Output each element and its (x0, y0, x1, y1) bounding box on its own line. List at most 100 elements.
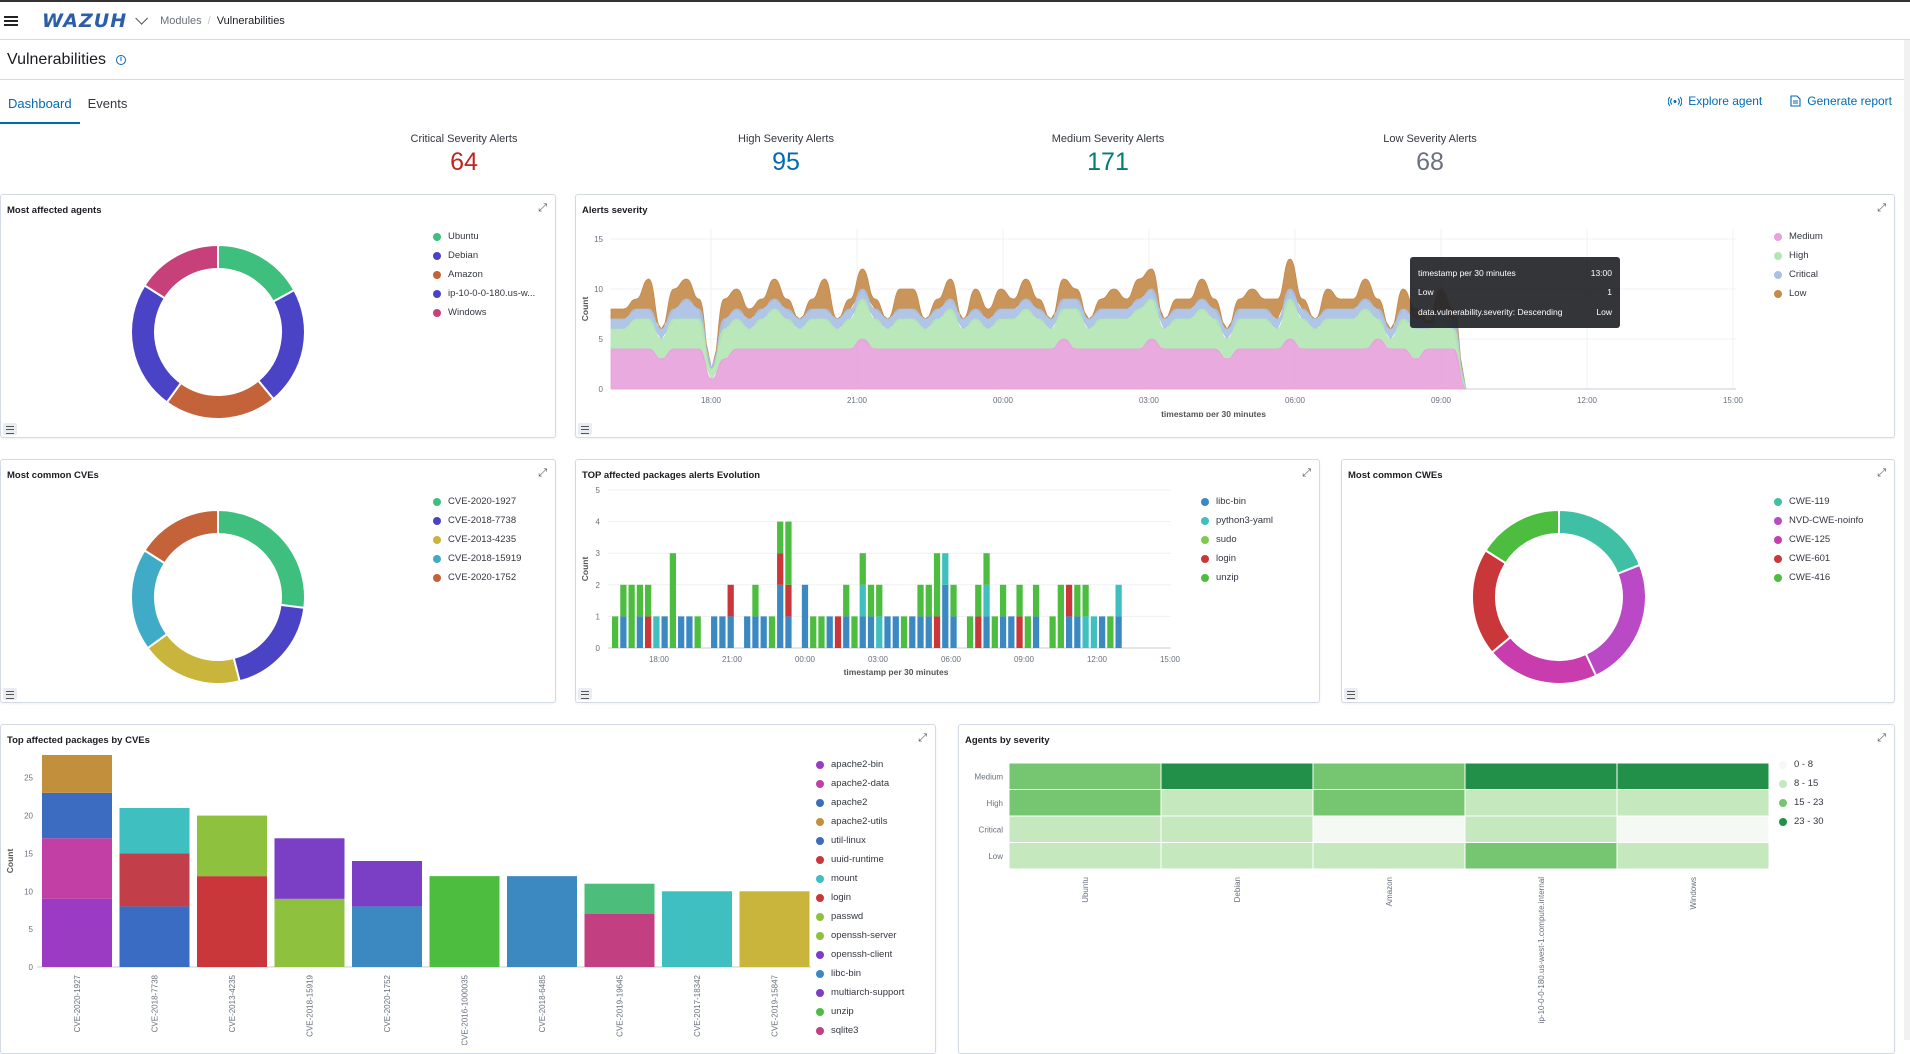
legend-label: uuid-runtime (831, 854, 884, 865)
legend-item[interactable]: CVE-2013-4235 (433, 530, 521, 549)
wazuh-logo[interactable]: WAZUH (42, 9, 128, 32)
menu-icon[interactable] (4, 15, 18, 26)
heatmap-cell (1160, 789, 1314, 817)
legend-item[interactable]: 23 - 30 (1779, 812, 1824, 831)
legend-item[interactable]: sqlite3 (816, 1021, 904, 1040)
legend-label: 0 - 8 (1794, 759, 1814, 770)
area-series-medium (610, 338, 1467, 390)
stat-high: High Severity Alerts 95 (686, 133, 886, 177)
legend-item[interactable]: CVE-2018-7738 (433, 511, 521, 530)
legend-item[interactable]: CWE-119 (1774, 492, 1863, 511)
bar-segment (1115, 616, 1122, 648)
legend-item[interactable]: python3-yaml (1201, 511, 1273, 530)
legend-item[interactable]: unzip (1201, 568, 1273, 587)
explore-agent-label: Explore agent (1688, 94, 1763, 108)
generate-report-button[interactable]: Generate report (1790, 94, 1892, 108)
legend-item[interactable]: CVE-2020-1752 (433, 568, 521, 587)
legend-item[interactable]: 8 - 15 (1779, 774, 1824, 793)
legend-item[interactable]: openssh-server (816, 926, 904, 945)
legend-item[interactable]: CWE-601 (1774, 549, 1863, 568)
legend-item[interactable]: login (1201, 549, 1273, 568)
legend-toggle-icon[interactable] (3, 688, 17, 700)
bar-segment (1032, 616, 1040, 648)
legend-item[interactable]: openssh-client (816, 945, 904, 964)
bar-segment (1082, 616, 1089, 648)
legend-toggle-icon[interactable] (3, 423, 17, 435)
legend-item[interactable]: High (1774, 246, 1823, 265)
legend-swatch (433, 232, 441, 241)
legend-item[interactable]: Low (1774, 284, 1823, 303)
expand-icon[interactable]: ⤢ (1302, 467, 1311, 479)
legend-item[interactable]: CWE-416 (1774, 568, 1863, 587)
legend-item[interactable]: sudo (1201, 530, 1273, 549)
legend-item[interactable]: NVD-CWE-noinfo (1774, 511, 1863, 530)
legend-toggle-icon[interactable] (578, 688, 592, 700)
bar-segment (843, 584, 850, 617)
heatmap-cell (1008, 762, 1162, 790)
legend-swatch (816, 950, 824, 959)
legend-item[interactable]: Debian (433, 246, 535, 265)
legend-item[interactable]: apache2-utils (816, 812, 904, 831)
legend-item[interactable]: uuid-runtime (816, 850, 904, 869)
bar-segment (867, 584, 875, 617)
legend-item[interactable]: CVE-2018-15919 (433, 549, 521, 568)
expand-icon[interactable]: ⤢ (1877, 202, 1886, 214)
legend-item[interactable]: passwd (816, 907, 904, 926)
legend-toggle-icon[interactable] (578, 423, 592, 435)
legend-item[interactable]: libc-bin (816, 964, 904, 983)
bar-segment (274, 838, 345, 899)
legend-item[interactable]: ip-10-0-0-180.us-w... (433, 284, 535, 303)
bar-segment (727, 616, 734, 648)
page-scrollbar[interactable] (1904, 40, 1910, 1040)
explore-agent-button[interactable]: Explore agent (1668, 94, 1762, 108)
legend-item[interactable]: util-linux (816, 831, 904, 850)
legend-item[interactable]: Windows (433, 303, 535, 322)
legend-toggle-icon[interactable] (1344, 688, 1358, 700)
legend-item[interactable]: apache2 (816, 793, 904, 812)
panel-title: Top affected packages by CVEs (7, 735, 150, 746)
legend-item[interactable]: Critical (1774, 265, 1823, 284)
bar-segment (1032, 584, 1040, 617)
legend-item[interactable]: unzip (816, 1002, 904, 1021)
x-tick-label: 06:00 (1285, 396, 1306, 405)
heatmap-cell (1616, 815, 1770, 843)
chevron-down-icon[interactable] (135, 12, 149, 25)
legend-item[interactable]: multiarch-support (816, 983, 904, 1002)
bar-segment (119, 808, 190, 854)
legend-item[interactable]: Ubuntu (433, 227, 535, 246)
legend-item[interactable]: Medium (1774, 227, 1823, 246)
legend-item[interactable]: login (816, 888, 904, 907)
legend-label: python3-yaml (1216, 515, 1274, 526)
expand-icon[interactable]: ⤢ (918, 732, 927, 744)
expand-icon[interactable]: ⤢ (1877, 732, 1886, 744)
legend-swatch (1201, 573, 1209, 582)
bar-segment (507, 876, 577, 967)
info-icon[interactable]: i (116, 54, 127, 65)
legend-item[interactable]: apache2-bin (816, 755, 904, 774)
bar-segment (645, 616, 652, 648)
x-tick-label: 15:00 (1160, 655, 1181, 664)
chart-legend: 0 - 8 8 - 15 15 - 23 23 - 30 (1779, 755, 1824, 831)
legend-item[interactable]: CWE-125 (1774, 530, 1863, 549)
tab-events[interactable]: Events (87, 96, 128, 111)
stat-critical: Critical Severity Alerts 64 (364, 133, 564, 177)
bar-segment (1008, 616, 1015, 648)
legend-item[interactable]: 0 - 8 (1779, 755, 1824, 774)
legend-item[interactable]: CVE-2020-1927 (433, 492, 521, 511)
legend-item[interactable]: mount (816, 869, 904, 888)
tab-dashboard[interactable]: Dashboard (0, 84, 80, 124)
expand-icon[interactable]: ⤢ (538, 467, 547, 479)
document-icon (1790, 95, 1801, 107)
expand-icon[interactable]: ⤢ (1877, 467, 1886, 479)
legend-swatch (433, 573, 441, 582)
breadcrumb-modules[interactable]: Modules (160, 14, 202, 27)
y-tick-label: Medium (975, 772, 1004, 781)
legend-item[interactable]: 15 - 23 (1779, 793, 1824, 812)
legend-item[interactable]: Amazon (433, 265, 535, 284)
radar-icon (1668, 96, 1683, 106)
panel-packages-by-cves: Top affected packages by CVEs ⤢ 0 5 10 15 20… (0, 724, 936, 1054)
legend-item[interactable]: apache2-data (816, 774, 904, 793)
y-tick-label: 10 (594, 285, 603, 294)
expand-icon[interactable]: ⤢ (538, 202, 547, 214)
legend-item[interactable]: libc-bin (1201, 492, 1273, 511)
